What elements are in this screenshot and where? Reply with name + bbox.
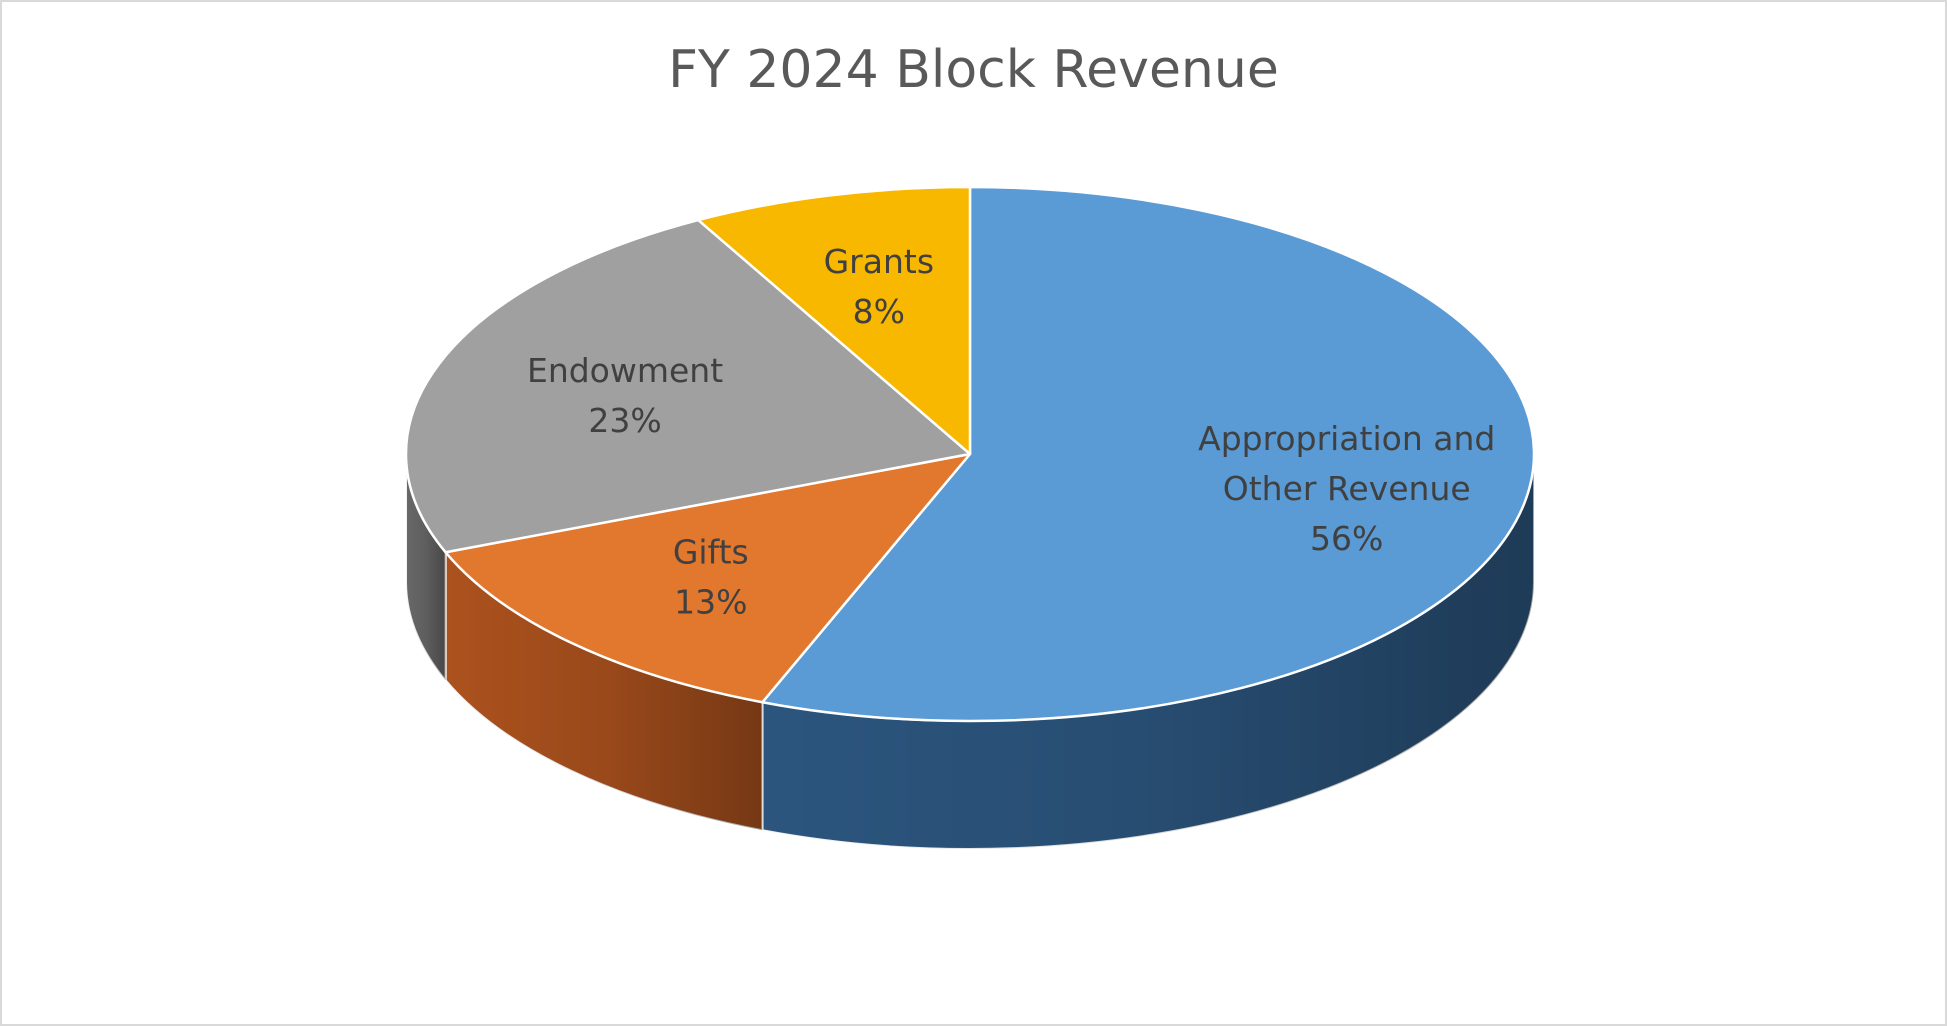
data-label-name-appropriation-and-other-revenue: Other Revenue <box>1223 469 1471 508</box>
pie-tops <box>404 185 1536 723</box>
chart-title: FY 2024 Block Revenue <box>668 40 1279 100</box>
pie-slice-endowment <box>404 218 972 554</box>
pie-side-shade-gifts <box>445 552 763 831</box>
pie-labels: Appropriation and Other Revenue 56% Gifts 13… <box>527 242 1495 622</box>
data-label-name-gifts: Gifts <box>673 533 749 572</box>
pie-side-shade-endowment <box>406 454 446 681</box>
data-label-value-endowment: 23% <box>588 401 661 440</box>
data-label-value-gifts: 13% <box>674 583 747 622</box>
pie-side-shade-appropriation-and-other-revenue <box>762 454 1534 849</box>
data-label-value-grants: 8% <box>853 292 905 331</box>
data-label-value-appropriation-and-other-revenue: 56% <box>1310 519 1383 558</box>
data-label-name-endowment: Endowment <box>527 351 723 390</box>
pie-sides <box>405 453 1535 850</box>
data-label-name-appropriation-and-other-revenue: Appropriation and <box>1198 419 1495 458</box>
pie-slice-appropriation-and-other-revenue <box>761 185 1536 723</box>
pie-slice-gifts <box>444 452 972 704</box>
data-label-name-grants: Grants <box>824 242 934 281</box>
pie-slice-grants <box>697 185 972 456</box>
